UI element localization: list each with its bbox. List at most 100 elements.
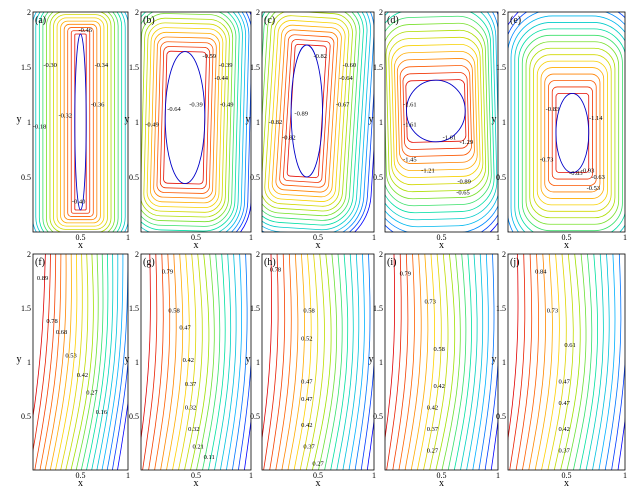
x-axis-label: x: [194, 478, 199, 489]
contour-line: [287, 254, 305, 470]
contour-lines: [385, 12, 498, 232]
x-axis-label: x: [316, 478, 321, 489]
contour-line: [318, 254, 338, 470]
contour-line: [391, 43, 481, 179]
contour-line: [544, 73, 601, 193]
panel-frame: [384, 11, 499, 233]
contour-line: [160, 254, 177, 470]
contour-line: [141, 12, 251, 232]
contour-line: [518, 28, 625, 232]
contour-line: [478, 254, 495, 470]
contour-value-label: 0.47: [179, 325, 191, 332]
y-tick-label: 1.5: [21, 63, 31, 72]
contour-line: [435, 254, 456, 470]
contour-panel: 0.84 0.73 0.61 0.47 0.47 0.42 0.37 (j) 0.5 1 0.5 1 1…: [492, 250, 628, 489]
contour-value-label: 0.42: [301, 422, 312, 429]
panel-frame: [507, 11, 626, 233]
y-axis-label: y: [369, 354, 374, 365]
y-tick-label: 2: [135, 8, 139, 17]
contour-line: [33, 254, 51, 453]
contour-line: [262, 12, 361, 221]
contour-value-label: -0.39: [219, 62, 233, 69]
contour-value-label: 0.42: [558, 426, 569, 433]
contour-line: [279, 34, 335, 188]
contour-lines: [262, 254, 374, 470]
y-tick-label: 1.5: [496, 63, 506, 72]
contour-value-label: 0.47: [301, 379, 313, 386]
contour-value-label: -0.40: [72, 198, 86, 205]
y-tick-label: 2: [256, 8, 260, 17]
y-tick-label: 2: [27, 8, 31, 17]
panel-label: (c): [264, 15, 275, 26]
panel-label: (e): [510, 15, 521, 26]
y-tick-label: 1: [502, 118, 506, 127]
x-tick-label: 1: [372, 471, 376, 480]
x-axis-label: x: [564, 478, 569, 489]
contour-value-label: 0.42: [427, 405, 438, 412]
contour-value-label: 0.37: [427, 426, 439, 433]
contour-value-label: -0.89: [294, 110, 308, 117]
contour-line: [515, 254, 533, 470]
contour-line: [262, 12, 368, 231]
y-tick-label: 1.5: [250, 304, 260, 313]
contour-lines: [33, 12, 128, 232]
contour-value-label: -0.32: [59, 113, 73, 120]
x-axis-label: x: [194, 240, 199, 251]
y-tick-label: 0.5: [250, 412, 260, 421]
contour-line: [305, 254, 325, 470]
contour-line: [336, 254, 354, 470]
contour-line: [394, 50, 478, 172]
contour-line: [528, 254, 546, 470]
contour-line: [579, 254, 599, 470]
contour-value-label: 0.79: [400, 271, 411, 278]
y-tick-label: 0.5: [373, 173, 383, 182]
contour-line: [453, 254, 472, 470]
contour-line: [262, 12, 374, 232]
contour-line: [611, 357, 625, 470]
contour-panel: 0.780.580.520.470.470.420.370.27(h)0.5 10…: [246, 250, 377, 489]
x-tick-label: 0.5: [562, 233, 572, 242]
x-tick-label: 0.5: [191, 471, 201, 480]
contour-line: [404, 254, 422, 470]
contour-value-label: 0.89: [37, 275, 48, 282]
contour-line: [510, 15, 625, 232]
y-tick-label: 1.5: [373, 63, 383, 72]
y-axis-label: y: [125, 114, 130, 125]
contour-line: [262, 12, 374, 232]
contour-value-label: -1.29: [460, 139, 474, 146]
contour-value-label: -1.61: [443, 135, 457, 142]
contour-line: [86, 254, 109, 470]
x-axis-label: x: [78, 478, 83, 489]
contour-line: [141, 254, 151, 442]
y-tick-label: 0.5: [250, 173, 260, 182]
contour-line: [56, 17, 105, 227]
contour-value-label: 0.21: [193, 443, 204, 450]
contour-value-label: -1.14: [589, 115, 603, 122]
y-tick-label: 1.5: [250, 63, 260, 72]
contour-lines: [141, 254, 251, 470]
contour-value-label: 0.42: [183, 357, 194, 364]
contour-line: [490, 417, 498, 470]
contour-line: [101, 254, 124, 470]
contour-line: [67, 27, 94, 217]
contour-line: [509, 254, 526, 470]
x-tick-label: 1: [372, 233, 376, 242]
contour-line: [514, 22, 625, 232]
contour-value-label: -1.21: [421, 168, 435, 175]
y-tick-label: 1: [135, 118, 139, 127]
y-tick-label: 1: [502, 358, 506, 367]
x-axis-label: x: [439, 240, 444, 251]
contour-line: [146, 27, 224, 209]
contour-line: [214, 254, 232, 470]
contour-line: [398, 254, 415, 470]
x-tick-label: 1: [126, 471, 130, 480]
contour-line: [406, 79, 466, 143]
contour-line: [417, 254, 436, 470]
contour-value-label: 0.27: [427, 448, 439, 455]
contour-line: [553, 254, 574, 470]
contour-line: [141, 13, 234, 223]
contour-line: [238, 356, 251, 470]
contour-value-label: -0.60: [343, 62, 357, 69]
contour-value-label: -0.64: [167, 106, 181, 113]
y-tick-label: 0.5: [21, 173, 31, 182]
